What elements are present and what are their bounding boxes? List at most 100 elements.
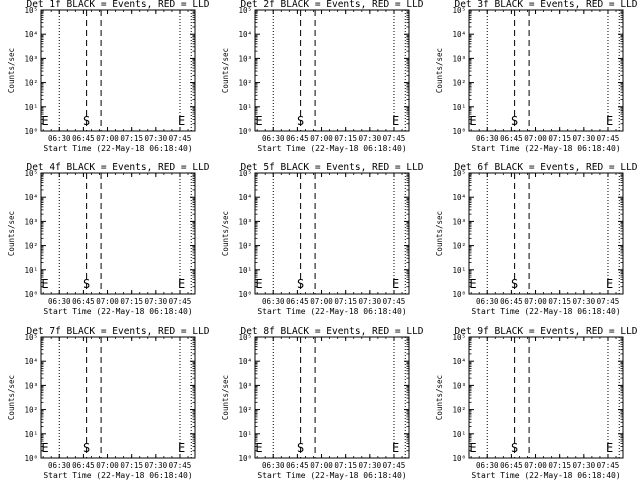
time-marker-label: S [83,277,90,291]
x-tick-label: 07:45 [169,134,192,143]
x-tick-label: 07:15 [120,461,143,470]
x-axis-label: Start Time (22-May-18 06:18:40) [43,471,192,480]
x-tick-label: 06:45 [500,461,523,470]
y-axis-label: Counts/sec [221,375,230,420]
x-tick-label: 06:45 [286,461,309,470]
x-tick-label: 07:15 [120,297,143,306]
y-axis-label: Counts/sec [435,211,444,256]
y-axis-label: Counts/sec [7,375,16,420]
panel-title: Det 1f BLACK = Events, RED = LLD [26,0,209,10]
y-tick-label: 10⁵ [24,169,38,178]
x-tick-label: 07:15 [548,134,571,143]
y-tick-label: 10¹ [24,103,38,112]
y-tick-label: 10¹ [452,103,466,112]
y-tick-label: 10⁴ [24,193,38,202]
y-tick-label: 10⁴ [238,30,252,39]
y-tick-label: 10² [238,406,252,415]
x-tick-label: 07:45 [169,297,192,306]
x-tick-label: 06:45 [72,461,95,470]
time-marker-label: E [178,277,185,291]
time-marker-label: E [469,114,476,128]
detector-panel: Det 2f BLACK = Events, RED = LLD 10⁰ 10¹ 10… [221,0,424,153]
y-axis-label: Counts/sec [221,211,230,256]
y-tick-label: 10⁰ [452,454,466,463]
x-tick-label: 06:30 [262,134,285,143]
x-axis-label: Start Time (22-May-18 06:18:40) [257,144,406,153]
panel-title: Det 4f BLACK = Events, RED = LLD [26,162,209,173]
x-tick-label: 06:45 [286,134,309,143]
y-tick-label: 10³ [238,381,252,390]
x-tick-label: 06:45 [72,134,95,143]
time-marker-label: S [83,114,90,128]
detector-panel: Det 7f BLACK = Events, RED = LLD 10⁰ 10¹ 10… [7,326,210,480]
x-tick-label: 07:00 [96,134,119,143]
y-tick-label: 10⁴ [24,357,38,366]
panel-title: Det 6f BLACK = Events, RED = LLD [454,162,637,173]
y-tick-label: 10³ [24,217,38,226]
y-tick-label: 10¹ [238,103,252,112]
plot-frame [468,172,624,295]
x-tick-label: 07:30 [145,461,168,470]
y-tick-label: 10² [238,79,252,88]
y-tick-label: 10¹ [24,430,38,439]
x-tick-label: 07:00 [524,461,547,470]
detector-panel: Det 6f BLACK = Events, RED = LLD 10⁰ 10¹ 10… [435,162,638,316]
y-tick-label: 10⁵ [238,169,252,178]
time-marker-label: E [392,441,399,455]
y-tick-label: 10² [238,242,252,251]
x-tick-label: 06:45 [500,134,523,143]
y-tick-label: 10² [452,406,466,415]
panel-title: Det 3f BLACK = Events, RED = LLD [454,0,637,10]
x-tick-label: 07:30 [145,297,168,306]
y-tick-label: 10⁵ [452,333,466,342]
time-marker-label: S [511,277,518,291]
time-marker-label: E [469,277,476,291]
x-tick-label: 07:45 [597,461,620,470]
y-axis-label: Counts/sec [435,48,444,93]
time-marker-label: E [255,441,262,455]
time-marker-label: E [469,441,476,455]
plot-frame [40,336,196,459]
time-marker-label: S [297,277,304,291]
y-axis-label: Counts/sec [7,211,16,256]
y-tick-label: 10³ [24,54,38,63]
y-axis-label: Counts/sec [7,48,16,93]
x-axis-label: Start Time (22-May-18 06:18:40) [471,471,620,480]
y-tick-label: 10⁵ [24,6,38,15]
panel-title: Det 2f BLACK = Events, RED = LLD [240,0,423,10]
y-tick-label: 10¹ [24,266,38,275]
time-marker-label: E [178,114,185,128]
y-tick-label: 10³ [24,381,38,390]
plot-frame [468,9,624,132]
y-tick-label: 10⁴ [238,357,252,366]
x-tick-label: 06:30 [48,297,71,306]
panel-title: Det 8f BLACK = Events, RED = LLD [240,326,423,337]
x-tick-label: 07:30 [145,134,168,143]
x-tick-label: 06:30 [48,461,71,470]
y-tick-label: 10⁴ [452,357,466,366]
x-tick-label: 07:15 [334,461,357,470]
time-marker-label: S [297,114,304,128]
y-tick-label: 10⁰ [24,290,38,299]
time-marker-label: E [255,277,262,291]
x-tick-label: 07:45 [169,461,192,470]
y-tick-label: 10⁴ [24,30,38,39]
panel-title: Det 9f BLACK = Events, RED = LLD [454,326,637,337]
y-tick-label: 10⁴ [452,30,466,39]
detector-panel: Det 9f BLACK = Events, RED = LLD 10⁰ 10¹ 10… [435,326,638,480]
plot-frame [40,172,196,295]
x-tick-label: 06:30 [262,297,285,306]
x-tick-label: 07:45 [383,134,406,143]
time-marker-label: E [41,277,48,291]
x-tick-label: 07:15 [548,297,571,306]
x-tick-label: 07:45 [383,297,406,306]
x-tick-label: 07:45 [597,297,620,306]
x-tick-label: 07:00 [96,461,119,470]
panel-title: Det 7f BLACK = Events, RED = LLD [26,326,209,337]
time-marker-label: E [178,441,185,455]
y-tick-label: 10⁵ [452,6,466,15]
time-marker-label: E [41,114,48,128]
time-marker-label: E [392,114,399,128]
x-tick-label: 07:15 [334,297,357,306]
